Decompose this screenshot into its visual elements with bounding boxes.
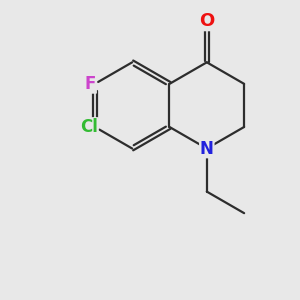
Text: F: F [85,75,96,93]
Text: Cl: Cl [80,118,98,136]
Text: N: N [200,140,214,158]
Text: O: O [199,12,214,30]
